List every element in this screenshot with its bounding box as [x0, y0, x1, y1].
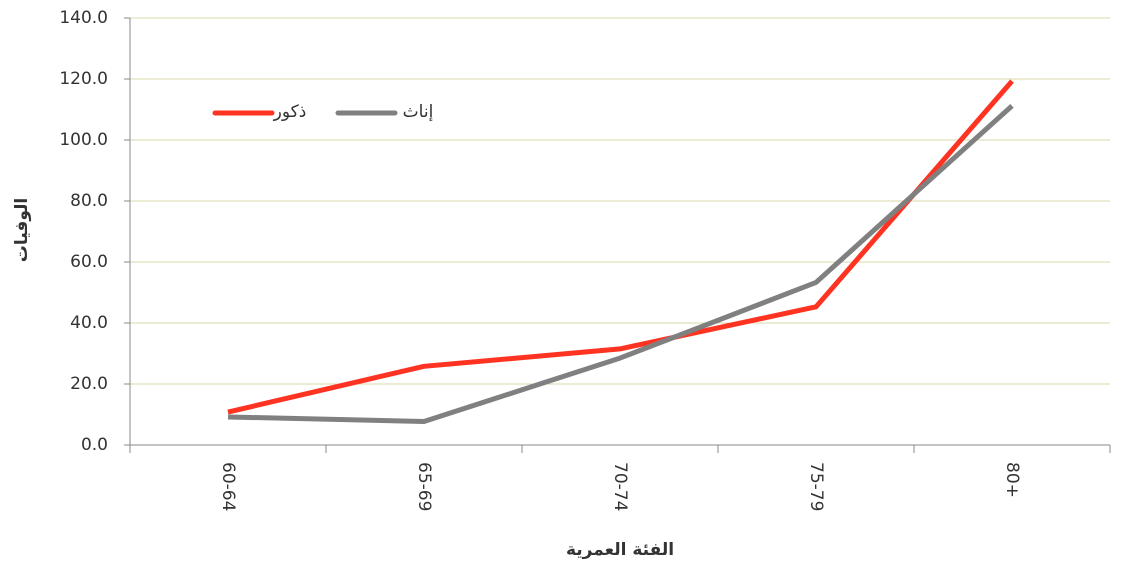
series-line: [227, 103, 1014, 425]
y-tick-label: 0.0: [81, 435, 108, 455]
y-tick-label: 120.0: [59, 69, 108, 89]
x-tick-label: 60-64: [218, 462, 238, 511]
legend-label: ذكور: [273, 102, 307, 122]
x-tick-label: 80+: [1002, 462, 1022, 498]
legend-label: إناث: [403, 102, 434, 122]
x-tick-label: 75-79: [806, 462, 826, 511]
y-tick-label: 140.0: [59, 8, 108, 28]
y-tick-label: 100.0: [59, 130, 108, 150]
y-tick-label: 40.0: [70, 313, 108, 333]
x-axis-title: الفئة العمرية: [566, 540, 674, 560]
x-tick-label: 65-69: [414, 462, 434, 511]
y-tick-label: 20.0: [70, 374, 108, 394]
y-tick-label: 80.0: [70, 191, 108, 211]
x-tick-label: 70-74: [610, 462, 630, 511]
series-line: [227, 79, 1014, 415]
y-axis-title: الوفيات: [12, 198, 32, 262]
y-tick-label: 60.0: [70, 252, 108, 272]
